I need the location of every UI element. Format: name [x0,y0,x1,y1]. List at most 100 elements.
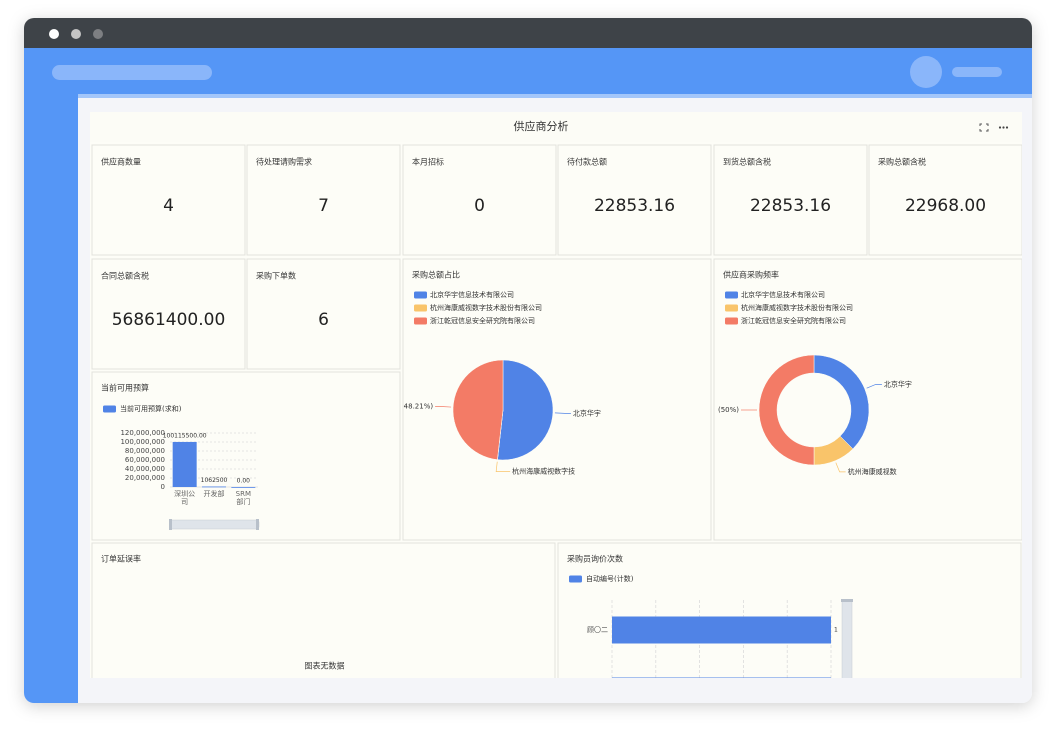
kpi-value: 22968.00 [905,196,986,216]
card [91,144,246,256]
avatar[interactable] [910,56,942,88]
search-placeholder[interactable] [52,65,212,80]
x-tick-label: 开发部 [204,489,225,498]
slice [497,359,554,461]
bar [231,487,256,488]
card [713,144,868,256]
bar [202,486,226,488]
kpi-label: 供应商数量 [101,157,141,167]
chart-title: 当前可用预算 [101,383,149,393]
kpi-value: 22853.16 [594,196,675,216]
y-tick-label: 80,000,000 [125,447,165,455]
slice-label: 杭州海康威视数字技 [512,467,575,476]
y-tick-label: 100,000,000 [120,438,165,446]
kpi-value: 56861400.00 [112,310,226,330]
leader-line [435,406,452,408]
card [91,258,246,370]
scroll-handle[interactable] [256,519,259,530]
dashboard-title: 供应商分析 [514,119,569,133]
slice-label: 北京华宇 [884,379,912,388]
kpi-value: 6 [318,310,329,330]
slice [758,354,815,466]
x-tick-label: SRM 部门 [236,490,251,506]
kpi-label: 采购总额含税 [878,157,926,167]
legend-swatch [725,304,738,312]
fullscreen-icon[interactable] [979,123,989,132]
legend-swatch [725,291,738,299]
kpi-label: 合同总额含税 [101,271,149,281]
card [246,258,401,370]
card [402,258,712,541]
window-dot[interactable] [49,29,59,39]
chart-title: 采购员询价次数 [567,554,623,564]
kpi-label: 本月招标 [412,157,444,167]
kpi-value: 0 [474,196,485,216]
window-dot[interactable] [93,29,103,39]
legend-label: 北京华宇信息技术有限公司 [430,290,514,299]
scroll-handle[interactable] [841,599,853,602]
card [557,144,712,256]
value-label: 1 [834,627,838,634]
chart-title: 订单延误率 [101,554,141,564]
y-tick-label: 0 [161,483,165,491]
value-label: 100115500.00 [163,432,207,439]
dashboard-header [90,112,1022,142]
kpi-value: 22853.16 [750,196,831,216]
y-tick-label: 60,000,000 [125,456,165,464]
legend-swatch [414,304,427,312]
dashboard: 供应商分析 供应商数量 4 待处理请购需求 7 本月招标 0 待付款总额 22853.16 到货… [90,112,1022,678]
scrollbar [169,519,260,530]
scroll-handle[interactable] [169,519,172,530]
legend-label: 浙江乾冠信息安全研究院有限公司 [430,316,535,325]
value-label: 0.00 [237,478,251,485]
y-tick-label: 20,000,000 [125,474,165,482]
legend-swatch [569,575,582,583]
legend-swatch [103,405,116,413]
legend-swatch [725,317,738,325]
window-dot[interactable] [71,29,81,39]
kpi-value: 7 [318,196,329,216]
card [557,542,1022,678]
leader-line [495,461,511,472]
slice-label: 北京华宇 [573,408,601,417]
y-tick-label: 120,000,000 [120,429,165,437]
bar [172,441,197,487]
leader-line [835,462,846,473]
card [868,144,1022,256]
kpi-label: 待处理请购需求 [256,157,312,167]
header-divider [24,94,1032,98]
legend-label: 自动编号(计数) [586,574,634,583]
legend-swatch [414,317,427,325]
legend-label: 杭州海康威视数字技术股份有限公司 [741,303,853,312]
chart-title: 供应商采购频率 [723,270,779,280]
window-content: 供应商分析 供应商数量 4 待处理请购需求 7 本月招标 0 待付款总额 22853.16 到货… [24,18,1032,703]
value-label: 1062500 [201,477,228,484]
empty-message: 图表无数据 [305,661,345,671]
user-name-placeholder[interactable] [952,67,1002,77]
y-tick-label: 40,000,000 [125,465,165,473]
card [402,144,557,256]
sidebar [24,94,78,703]
leader-line [866,384,882,389]
scrollbar [841,599,853,678]
kpi-label: 到货总额含税 [723,157,771,167]
card [246,144,401,256]
kpi-label: 待付款总额 [567,157,607,167]
y-tick-label: 顾〇二 [587,626,608,634]
legend-label: 北京华宇信息技术有限公司 [741,290,825,299]
legend-label: 浙江乾冠信息安全研究院有限公司 [741,316,846,325]
kpi-value: 4 [163,196,174,216]
legend-label: 当前可用预算(求和) [120,404,182,413]
x-tick-label: 深圳公司 [174,489,195,506]
leader-line [554,412,571,414]
card [91,371,401,541]
bar [612,677,831,678]
more-icon[interactable] [998,126,1009,129]
title-bar [24,18,1032,48]
chart-title: 采购总额占比 [412,270,460,280]
slice-label: (50%) [718,406,739,414]
legend-swatch [414,291,427,299]
kpi-label: 采购下单数 [256,271,296,281]
slice-label: 杭州海康威视数 [848,467,897,476]
